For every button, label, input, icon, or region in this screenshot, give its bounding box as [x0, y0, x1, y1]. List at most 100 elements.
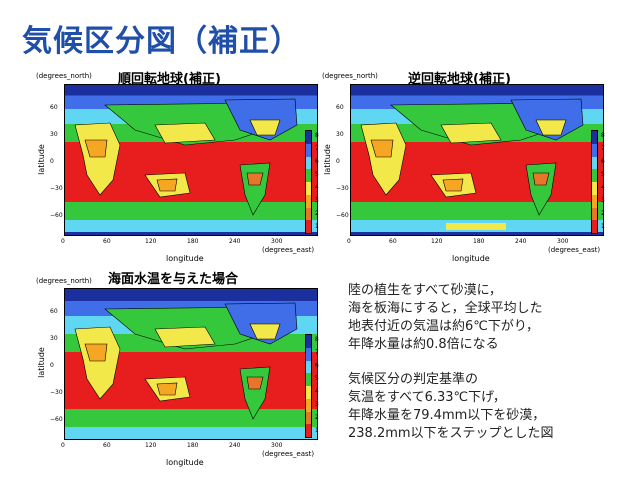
climate-band — [65, 289, 317, 302]
landmass — [84, 343, 108, 362]
y-axis-label: latitude — [36, 144, 46, 175]
note-line: 年降水量を79.4mm以下を砂漠， — [348, 408, 546, 423]
landmass — [442, 178, 464, 192]
note-line: 海を板海にすると，全球平均した — [348, 301, 543, 316]
note-line: 年降水量は約0.8倍になる — [348, 337, 499, 352]
panel-title: 順回転地球(補正) — [118, 72, 221, 87]
colorbar-swatch — [306, 411, 311, 425]
colorbar-label: 1 — [601, 223, 605, 230]
x-tick-label: 240 — [229, 238, 241, 245]
y-tick-label: −60 — [50, 212, 63, 219]
y-tick-label: 0 — [50, 158, 54, 165]
x-tick-label: 60 — [389, 238, 397, 245]
landmass — [156, 382, 178, 396]
north-units-label: (degrees_north) — [36, 72, 92, 80]
panel-title: 逆回転地球(補正) — [408, 72, 511, 87]
colorbar — [305, 130, 312, 234]
colorbar-swatch — [592, 143, 597, 157]
y-tick-label: 0 — [50, 362, 54, 369]
east-units-label: (degrees_east) — [548, 246, 601, 254]
x-tick-label: 240 — [515, 238, 527, 245]
colorbar-swatch — [306, 360, 311, 374]
y-tick-label: −30 — [50, 389, 63, 396]
colorbar-swatch — [592, 194, 597, 208]
climate-band — [65, 220, 317, 233]
slide-title: 気候区分図（補正） — [22, 24, 301, 59]
colorbar-swatch — [306, 194, 311, 208]
note-line: 陸の植生をすべて砂漠に， — [348, 283, 502, 298]
east-units-label: (degrees_east) — [262, 246, 315, 254]
colorbar-label: 4 — [315, 184, 319, 191]
colorbar-label: 4 — [601, 184, 605, 191]
colorbar-label: 2 — [601, 210, 605, 217]
y-axis-label: latitude — [322, 144, 332, 175]
landmass — [224, 302, 298, 345]
north-units-label: (degrees_north) — [36, 277, 92, 285]
note-line: 地表付近の気温は約6℃下がり， — [348, 319, 539, 334]
colorbar-label: 7 — [315, 349, 319, 356]
x-tick-label: 300 — [271, 238, 283, 245]
colorbar-swatch — [306, 347, 311, 361]
climate-band — [351, 202, 603, 221]
y-tick-label: −30 — [336, 185, 349, 192]
x-axis-label: longitude — [166, 254, 204, 263]
y-axis-label: latitude — [36, 347, 46, 378]
landmass — [154, 122, 216, 144]
colorbar-label: 2 — [315, 414, 319, 421]
y-tick-label: 30 — [336, 131, 344, 138]
landmass — [440, 122, 502, 144]
colorbar — [305, 334, 312, 438]
colorbar-label: 8 — [315, 132, 319, 139]
climate-map — [64, 84, 318, 245]
landmass — [246, 376, 264, 390]
x-tick-label: 300 — [271, 442, 283, 449]
colorbar-swatch — [306, 182, 311, 195]
colorbar-swatch — [306, 424, 311, 437]
climate-band — [65, 202, 317, 221]
landmass — [154, 326, 216, 348]
colorbar-swatch — [306, 169, 311, 182]
north-units-label: (degrees_north) — [322, 72, 378, 80]
x-tick-label: 120 — [431, 238, 443, 245]
landmass — [370, 139, 394, 158]
colorbar-label: 1 — [315, 427, 319, 434]
x-tick-label: 0 — [347, 238, 351, 245]
note-line: 気候区分の判定基準の — [348, 372, 479, 387]
colorbar-label: 8 — [601, 132, 605, 139]
east-units-label: (degrees_east) — [262, 450, 315, 458]
x-tick-label: 240 — [229, 442, 241, 449]
landmass — [156, 178, 178, 192]
x-tick-label: 60 — [103, 238, 111, 245]
colorbar-label: 7 — [315, 145, 319, 152]
landmass — [224, 98, 298, 141]
climate-band — [65, 427, 317, 440]
climate-band — [351, 232, 603, 245]
y-tick-label: −30 — [50, 185, 63, 192]
x-axis-label: longitude — [452, 254, 490, 263]
x-axis-label: longitude — [166, 458, 204, 467]
y-tick-label: 30 — [50, 131, 58, 138]
x-tick-label: 120 — [145, 442, 157, 449]
colorbar-swatch — [306, 220, 311, 233]
x-tick-label: 0 — [61, 238, 65, 245]
landmass — [249, 323, 281, 340]
colorbar-swatch — [306, 131, 311, 144]
colorbar-swatch — [592, 156, 597, 170]
colorbar-label: 5 — [315, 375, 319, 382]
colorbar-swatch — [306, 156, 311, 170]
climate-band — [65, 409, 317, 428]
landmass — [249, 119, 281, 136]
colorbar-label: 6 — [315, 158, 319, 165]
colorbar-label: 2 — [315, 210, 319, 217]
y-tick-label: 60 — [50, 308, 58, 315]
y-tick-label: −60 — [336, 212, 349, 219]
colorbar-swatch — [592, 207, 597, 221]
colorbar-label: 8 — [315, 336, 319, 343]
map-canvas — [65, 85, 317, 245]
colorbar-label: 3 — [315, 401, 319, 408]
climate-band — [351, 85, 603, 96]
map-canvas — [351, 85, 603, 245]
landmass — [84, 139, 108, 158]
colorbar-label: 6 — [315, 362, 319, 369]
colorbar-label: 1 — [315, 223, 319, 230]
